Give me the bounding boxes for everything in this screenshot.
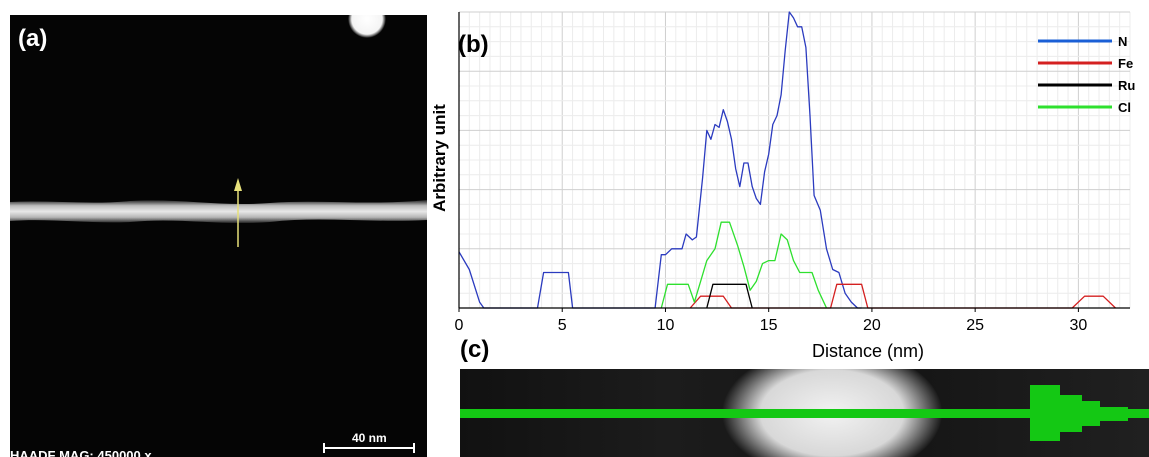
- series-line-fe: [689, 283, 1116, 309]
- linescan-svg: [460, 369, 1149, 457]
- x-axis-title: Distance (nm): [812, 341, 924, 361]
- line-profile-chart: 0 5 10 15 20 25 30 N Fe Ru Cl (b) Distance (nm) A…: [430, 0, 1149, 368]
- linescan-image: [460, 369, 1149, 457]
- x-tick-label: 15: [760, 317, 778, 334]
- chart-svg: 0 5 10 15 20 25 30 N Fe Ru Cl (b) Distance (nm) A…: [430, 11, 1135, 361]
- x-tick-label: 20: [863, 317, 881, 334]
- linescan-strip-panel: (c): [458, 336, 1149, 457]
- panel-b-label: (b): [458, 31, 489, 58]
- panel-a-label: (a): [18, 25, 48, 52]
- scale-bar-label: 40 nm: [352, 431, 387, 445]
- legend-label-cl: Cl: [1118, 100, 1131, 115]
- x-tick-label: 25: [966, 317, 984, 334]
- series-line-cl: [660, 221, 828, 309]
- series-line-n: [458, 11, 862, 309]
- scale-bar: [323, 447, 415, 449]
- x-tick-label: 0: [455, 317, 464, 334]
- linescan-arrow-end: [1030, 385, 1149, 441]
- x-tick-label: 30: [1069, 317, 1087, 334]
- legend-label-fe: Fe: [1118, 56, 1133, 71]
- scale-bar-tick-right: [413, 443, 415, 453]
- linescan-line: [460, 409, 1060, 418]
- nanowire: [10, 200, 427, 224]
- image-info-text: HAADF MAG: 450000 x: [10, 448, 152, 457]
- linescan-arrowhead: [234, 178, 242, 191]
- axes: 0 5 10 15 20 25 30: [455, 12, 1130, 334]
- x-tick-label: 5: [558, 317, 567, 334]
- series-group: [458, 11, 1116, 309]
- legend-label-n: N: [1118, 34, 1127, 49]
- series-line-ru: [706, 283, 753, 309]
- x-tick-label: 10: [657, 317, 675, 334]
- particle-blob: [348, 15, 386, 38]
- haadf-image-panel: (a) 40 nm HAADF MAG: 450000 x: [10, 15, 427, 457]
- grid: [458, 11, 1131, 309]
- nanowire-image: [10, 15, 427, 247]
- y-axis-title: Arbitrary unit: [430, 104, 449, 212]
- legend-label-ru: Ru: [1118, 78, 1135, 93]
- legend: N Fe Ru Cl: [1038, 34, 1135, 115]
- panel-c-label: (c): [460, 336, 490, 363]
- scale-bar-tick-left: [323, 443, 325, 453]
